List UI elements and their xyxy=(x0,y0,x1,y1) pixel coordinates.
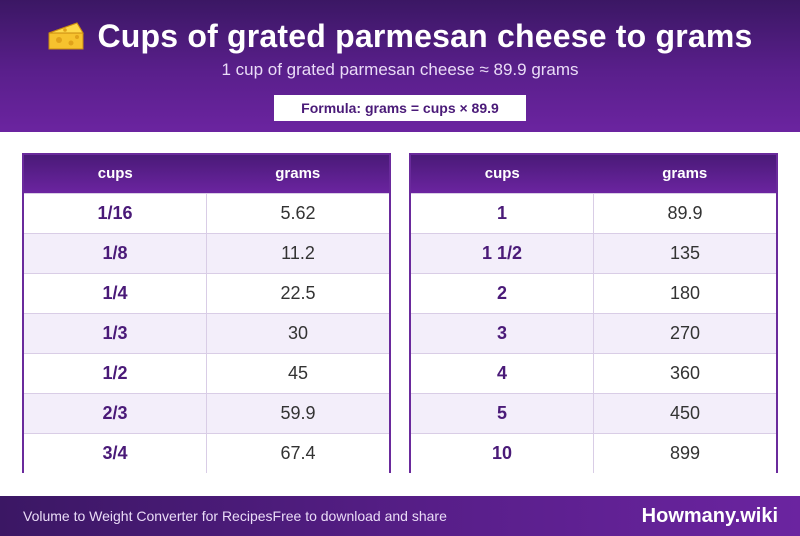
grams-cell: 30 xyxy=(206,312,389,353)
cups-cell: 2/3 xyxy=(24,392,207,433)
cups-cell: 5 xyxy=(411,392,594,433)
grams-cell: 11.2 xyxy=(206,232,389,273)
table-row: 3/4 67.4 xyxy=(24,432,389,473)
grams-cell: 899 xyxy=(593,432,776,473)
formula-badge: Formula: grams = cups × 89.9 xyxy=(274,95,526,121)
table-row: 1/3 30 xyxy=(24,312,389,353)
cups-cell: 1 xyxy=(411,192,594,233)
column-header-cups: cups xyxy=(411,155,594,193)
column-header-grams: grams xyxy=(593,155,776,193)
column-header-cups: cups xyxy=(24,155,207,193)
grams-cell: 270 xyxy=(593,312,776,353)
table-row: 5 450 xyxy=(411,392,776,433)
column-header-grams: grams xyxy=(206,155,389,193)
grams-cell: 59.9 xyxy=(206,392,389,433)
table-row: 1/16 5.62 xyxy=(24,192,389,233)
grams-cell: 5.62 xyxy=(206,192,389,233)
title-row: Cups of grated parmesan cheese to grams xyxy=(0,14,800,58)
grams-cell: 360 xyxy=(593,352,776,393)
table-header-row: cups grams xyxy=(24,155,389,193)
header-banner: Cups of grated parmesan cheese to grams … xyxy=(0,0,800,132)
cups-cell: 2 xyxy=(411,272,594,313)
table-row: 2/3 59.9 xyxy=(24,392,389,433)
table-row: 1/8 11.2 xyxy=(24,232,389,273)
table-row: 1 89.9 xyxy=(411,192,776,233)
table-row: 10 899 xyxy=(411,432,776,473)
grams-cell: 180 xyxy=(593,272,776,313)
conversion-table-right: cups grams 1 89.9 1 1/2 135 2 180 3 270 xyxy=(409,153,778,473)
cups-cell: 1/8 xyxy=(24,232,207,273)
cups-cell: 10 xyxy=(411,432,594,473)
table-row: 2 180 xyxy=(411,272,776,313)
grams-cell: 22.5 xyxy=(206,272,389,313)
cups-cell: 1/3 xyxy=(24,312,207,353)
cheese-icon xyxy=(48,22,85,50)
brand-logo-text[interactable]: Howmany.wiki xyxy=(641,505,778,527)
cups-cell: 3 xyxy=(411,312,594,353)
cups-cell: 1/16 xyxy=(24,192,207,233)
page-title: Cups of grated parmesan cheese to grams xyxy=(97,17,753,54)
page-subtitle: 1 cup of grated parmesan cheese ≈ 89.9 g… xyxy=(221,60,579,79)
grams-cell: 89.9 xyxy=(593,192,776,233)
footer-bar: Volume to Weight Converter for RecipesFr… xyxy=(0,496,800,536)
grams-cell: 67.4 xyxy=(206,432,389,473)
cups-cell: 1 1/2 xyxy=(411,232,594,273)
table-row: 1/2 45 xyxy=(24,352,389,393)
grams-cell: 45 xyxy=(206,352,389,393)
grams-cell: 135 xyxy=(593,232,776,273)
grams-cell: 450 xyxy=(593,392,776,433)
table-row: 3 270 xyxy=(411,312,776,353)
cups-cell: 1/4 xyxy=(24,272,207,313)
cups-cell: 4 xyxy=(411,352,594,393)
footer-tagline: Volume to Weight Converter for RecipesFr… xyxy=(23,508,447,524)
table-header-row: cups grams xyxy=(411,155,776,193)
table-row: 4 360 xyxy=(411,352,776,393)
table-row: 1/4 22.5 xyxy=(24,272,389,313)
conversion-table-left: cups grams 1/16 5.62 1/8 11.2 1/4 22.5 1… xyxy=(22,153,391,473)
cups-cell: 1/2 xyxy=(24,352,207,393)
table-row: 1 1/2 135 xyxy=(411,232,776,273)
cups-cell: 3/4 xyxy=(24,432,207,473)
